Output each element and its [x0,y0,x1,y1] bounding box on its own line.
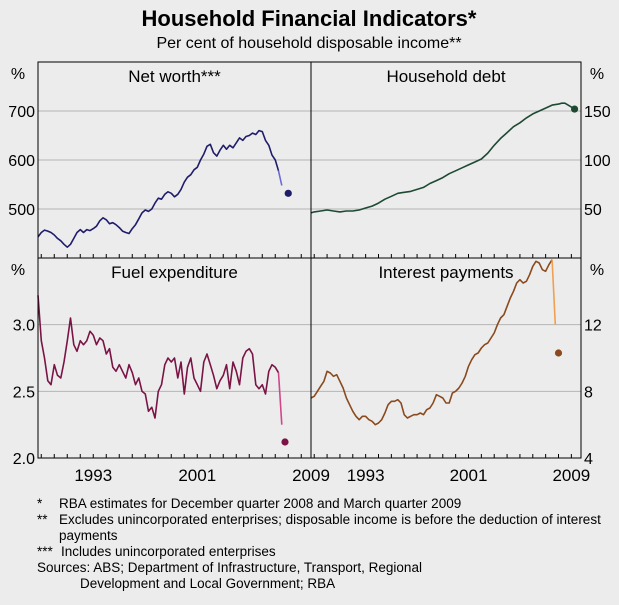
y-tick-label: 700 [8,104,35,121]
series-line [310,259,553,426]
y-tick-label: 50 [584,202,602,219]
y-tick-label: 4 [584,451,593,468]
footnote-text: Includes unincorporated enterprises [61,544,276,559]
panel-title: Household debt [386,67,505,86]
y-tick-label: 3.0 [13,318,35,335]
x-tick-label: 2001 [450,466,488,485]
footnote-3: *** Includes unincorporated enterprises [37,544,607,560]
unit-label: % [590,262,604,279]
footnote-mark: * [37,496,43,511]
y-tick-label: 150 [584,104,611,121]
y-tick-label: 600 [8,153,35,170]
footnote-mark: *** [37,544,53,559]
footnote-2: ** Excludes unincorporated enterprises; … [37,512,607,544]
x-tick-label: 1993 [74,466,112,485]
estimate-line [277,170,283,186]
unit-label: % [11,262,25,279]
series-line [310,102,576,214]
sources-line-2: Development and Local Government; RBA [80,576,336,591]
panel-title: Net worth*** [128,67,221,86]
x-tick-label: 2009 [552,466,590,485]
chart-title: Household Financial Indicators* [142,6,477,31]
x-tick-label: 2001 [178,466,216,485]
y-tick-label: 12 [584,318,602,335]
estimate-marker [284,189,292,197]
footnote-text: Excludes unincorporated enterprises; dis… [59,512,601,543]
estimate-line [551,259,557,325]
panel-title: Interest payments [378,263,513,282]
panel-title: Fuel expenditure [111,263,238,282]
estimate-marker [554,349,563,357]
footnote-mark: ** [37,512,48,527]
estimate-line [277,372,283,425]
chart-subtitle: Per cent of household disposable income*… [156,35,461,52]
estimate-marker [570,105,579,113]
series-line [37,295,280,419]
plot-frame [37,61,582,459]
sources-line-1: ABS; Department of Infrastructure, Trans… [93,560,422,575]
footnotes: * RBA estimates for December quarter 200… [37,496,607,592]
sources: Sources: ABS; Department of Infrastructu… [37,560,607,592]
series-line [37,129,280,248]
y-tick-label: 2.5 [13,384,35,401]
y-tick-label: 500 [8,202,35,219]
unit-label: % [590,66,604,83]
panels: 500 600 700% Net worth*** 50 100 150% Household… [8,61,611,485]
y-tick-label: 8 [584,384,593,401]
x-tick-label: 2009 [292,466,330,485]
estimate-marker [281,438,289,446]
y-tick-label: 100 [584,153,611,170]
footnote-1: * RBA estimates for December quarter 200… [37,496,607,512]
sources-label: Sources: [37,560,91,575]
footnote-text: RBA estimates for December quarter 2008 … [59,496,462,511]
unit-label: % [11,66,25,83]
y-tick-label: 2.0 [13,451,35,468]
x-tick-label: 1993 [347,466,385,485]
